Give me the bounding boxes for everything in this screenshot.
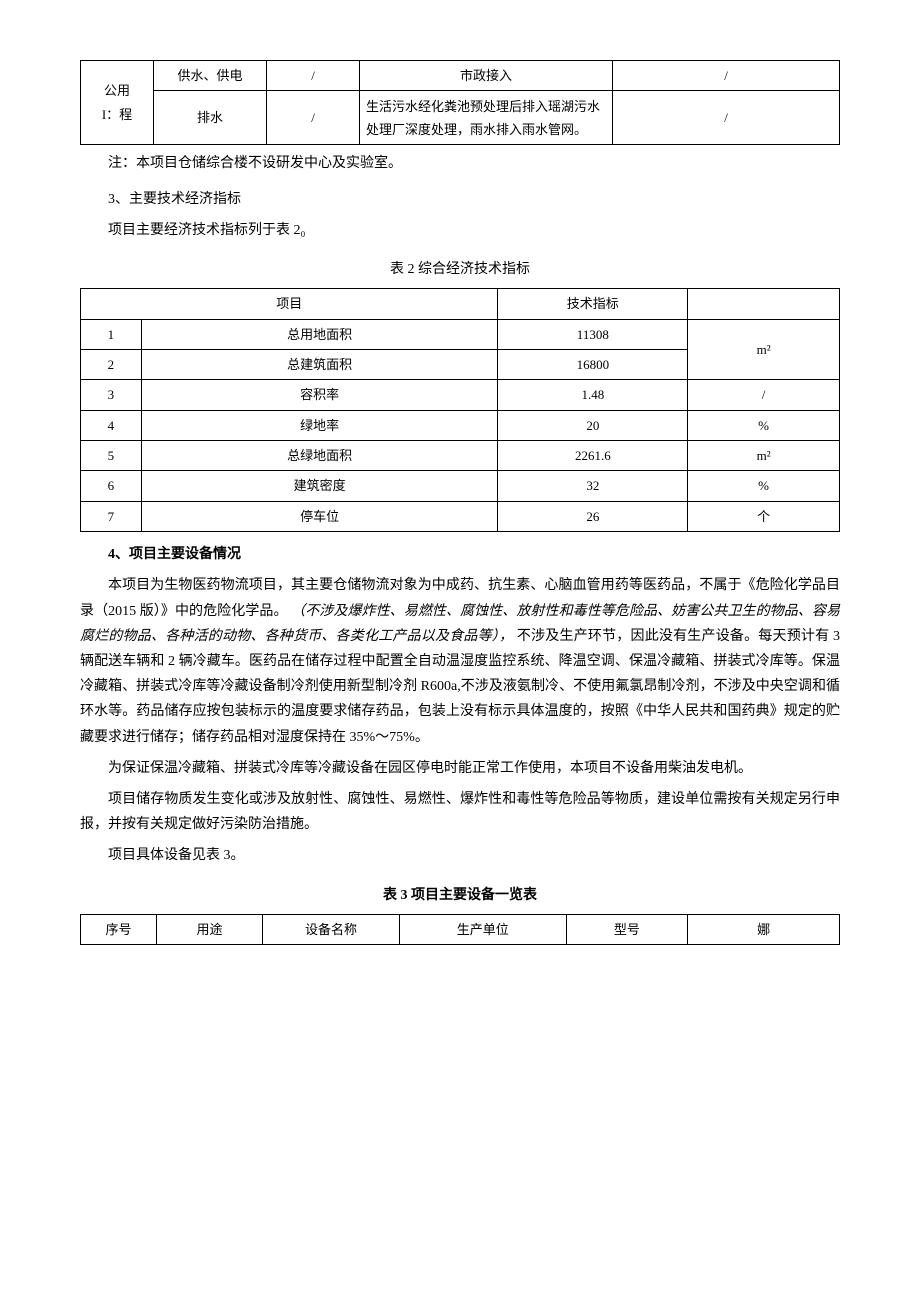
t1-r0-c1: 供水、供电 bbox=[154, 61, 267, 91]
utility-rowlabel: 公用 I：程 bbox=[81, 61, 154, 145]
t2-h-value: 技术指标 bbox=[498, 289, 688, 319]
econ-indicator-table: 项目 技术指标 1 总用地面积 11308 m² 2 总建筑面积 16800 3… bbox=[80, 288, 840, 532]
t1-r0-c4: / bbox=[613, 61, 840, 91]
t3-h-c3: 设备名称 bbox=[263, 914, 400, 944]
para-4-1b: 不涉及生产环节，因此没有生产设备。每天预计有 3 辆配送车辆和 2 辆冷藏车。医… bbox=[80, 629, 840, 745]
heading-3: 3、主要技术经济指标 bbox=[108, 187, 840, 212]
t1-r1-c2: / bbox=[267, 91, 360, 145]
t2-r4-item: 绿地率 bbox=[141, 410, 498, 440]
para-4-2: 为保证保温冷藏箱、拼装式冷库等冷藏设备在园区停电时能正常工作使用，本项目不设备用… bbox=[80, 756, 840, 781]
note-after-t1: 注：本项目仓储综合楼不设研发中心及实验室。 bbox=[108, 151, 840, 176]
t2-r7-idx: 7 bbox=[81, 501, 142, 531]
equipment-table: 序号 用途 设备名称 生产单位 型号 娜 bbox=[80, 914, 840, 945]
t2-r1-idx: 1 bbox=[81, 319, 142, 349]
utility-table: 公用 I：程 供水、供电 / 市政接入 / 排水 / 生活污水经化粪池预处理后排… bbox=[80, 60, 840, 145]
t2-r6-unit: % bbox=[688, 471, 840, 501]
t2-r3-item: 容积率 bbox=[141, 380, 498, 410]
t3-h-c1: 序号 bbox=[81, 914, 157, 944]
t2-h-unit bbox=[688, 289, 840, 319]
t2-r2-item: 总建筑面积 bbox=[141, 349, 498, 379]
t2-h-item: 项目 bbox=[81, 289, 498, 319]
para-4-1: 本项目为生物医药物流项目，其主要仓储物流对象为中成药、抗生素、心脑血管用药等医药… bbox=[80, 573, 840, 749]
t2-r6-idx: 6 bbox=[81, 471, 142, 501]
t2-r6-value: 32 bbox=[498, 471, 688, 501]
t3-h-c4: 生产单位 bbox=[399, 914, 566, 944]
t2-caption: 表 2 综合经济技术指标 bbox=[80, 257, 840, 282]
heading-4: 4、项目主要设备情况 bbox=[108, 542, 840, 567]
t2-r1-unit: m² bbox=[688, 319, 840, 380]
t2-r3-value: 1.48 bbox=[498, 380, 688, 410]
t2-r5-item: 总绿地面积 bbox=[141, 441, 498, 471]
t2-r5-unit: m² bbox=[688, 441, 840, 471]
t1-r1-c3: 生活污水经化粪池预处理后排入瑶湖污水处理厂深度处理，雨水排入雨水管网。 bbox=[360, 91, 613, 145]
t2-r4-unit: % bbox=[688, 410, 840, 440]
t2-r3-idx: 3 bbox=[81, 380, 142, 410]
t2-r7-unit: 个 bbox=[688, 501, 840, 531]
t2-r7-value: 26 bbox=[498, 501, 688, 531]
t2-r1-item: 总用地面积 bbox=[141, 319, 498, 349]
t2-r5-idx: 5 bbox=[81, 441, 142, 471]
t3-h-c2: 用途 bbox=[156, 914, 262, 944]
t3-caption: 表 3 项目主要设备一览表 bbox=[80, 883, 840, 908]
t2-r1-value: 11308 bbox=[498, 319, 688, 349]
t1-r0-c2: / bbox=[267, 61, 360, 91]
t2-r3-unit: / bbox=[688, 380, 840, 410]
t2-r4-idx: 4 bbox=[81, 410, 142, 440]
para-4-4: 项目具体设备见表 3。 bbox=[80, 843, 840, 868]
t2-r6-item: 建筑密度 bbox=[141, 471, 498, 501]
t2-intro: 项目主要经济技术指标列于表 2₀ bbox=[108, 218, 840, 243]
t2-r2-idx: 2 bbox=[81, 349, 142, 379]
t2-r4-value: 20 bbox=[498, 410, 688, 440]
t2-r7-item: 停车位 bbox=[141, 501, 498, 531]
t1-r1-c4: / bbox=[613, 91, 840, 145]
t2-r5-value: 2261.6 bbox=[498, 441, 688, 471]
t1-r0-c3: 市政接入 bbox=[360, 61, 613, 91]
t3-h-c5: 型号 bbox=[566, 914, 687, 944]
t2-r2-value: 16800 bbox=[498, 349, 688, 379]
t1-r1-c1: 排水 bbox=[154, 91, 267, 145]
t3-h-c6: 娜 bbox=[688, 914, 840, 944]
para-4-3: 项目储存物质发生变化或涉及放射性、腐蚀性、易燃性、爆炸性和毒性等危险品等物质，建… bbox=[80, 787, 840, 837]
page: 公用 I：程 供水、供电 / 市政接入 / 排水 / 生活污水经化粪池预处理后排… bbox=[80, 60, 840, 945]
